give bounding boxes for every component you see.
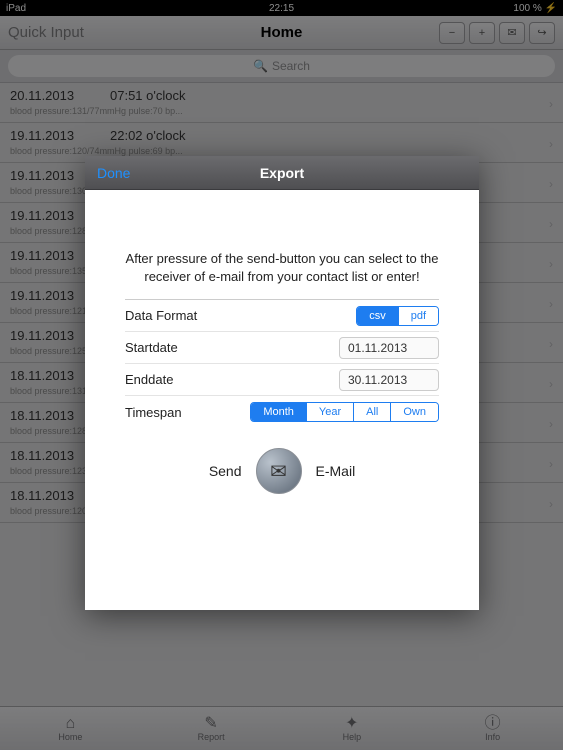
seg-opt-csv[interactable]: csv (357, 307, 399, 325)
modal-header: Done Export (85, 156, 479, 190)
startdate-label: Startdate (125, 340, 235, 355)
seg-opt-own[interactable]: Own (391, 403, 438, 421)
enddate-input[interactable]: 30.11.2013 (339, 369, 439, 391)
format-label: Data Format (125, 308, 235, 323)
email-label: E-Mail (316, 463, 356, 479)
seg-opt-month[interactable]: Month (251, 403, 307, 421)
modal-intro: After pressure of the send-button you ca… (125, 250, 439, 285)
timespan-segmented[interactable]: MonthYearAllOwn (250, 402, 439, 422)
startdate-input[interactable]: 01.11.2013 (339, 337, 439, 359)
modal-title: Export (85, 165, 479, 181)
format-segmented[interactable]: csvpdf (356, 306, 439, 326)
export-modal: Done Export After pressure of the send-b… (85, 156, 479, 610)
seg-opt-year[interactable]: Year (307, 403, 354, 421)
timespan-label: Timespan (125, 405, 235, 420)
send-label: Send (209, 463, 242, 479)
enddate-label: Enddate (125, 372, 235, 387)
seg-opt-all[interactable]: All (354, 403, 391, 421)
email-send-button[interactable]: ✉ (256, 448, 302, 494)
seg-opt-pdf[interactable]: pdf (399, 307, 438, 325)
